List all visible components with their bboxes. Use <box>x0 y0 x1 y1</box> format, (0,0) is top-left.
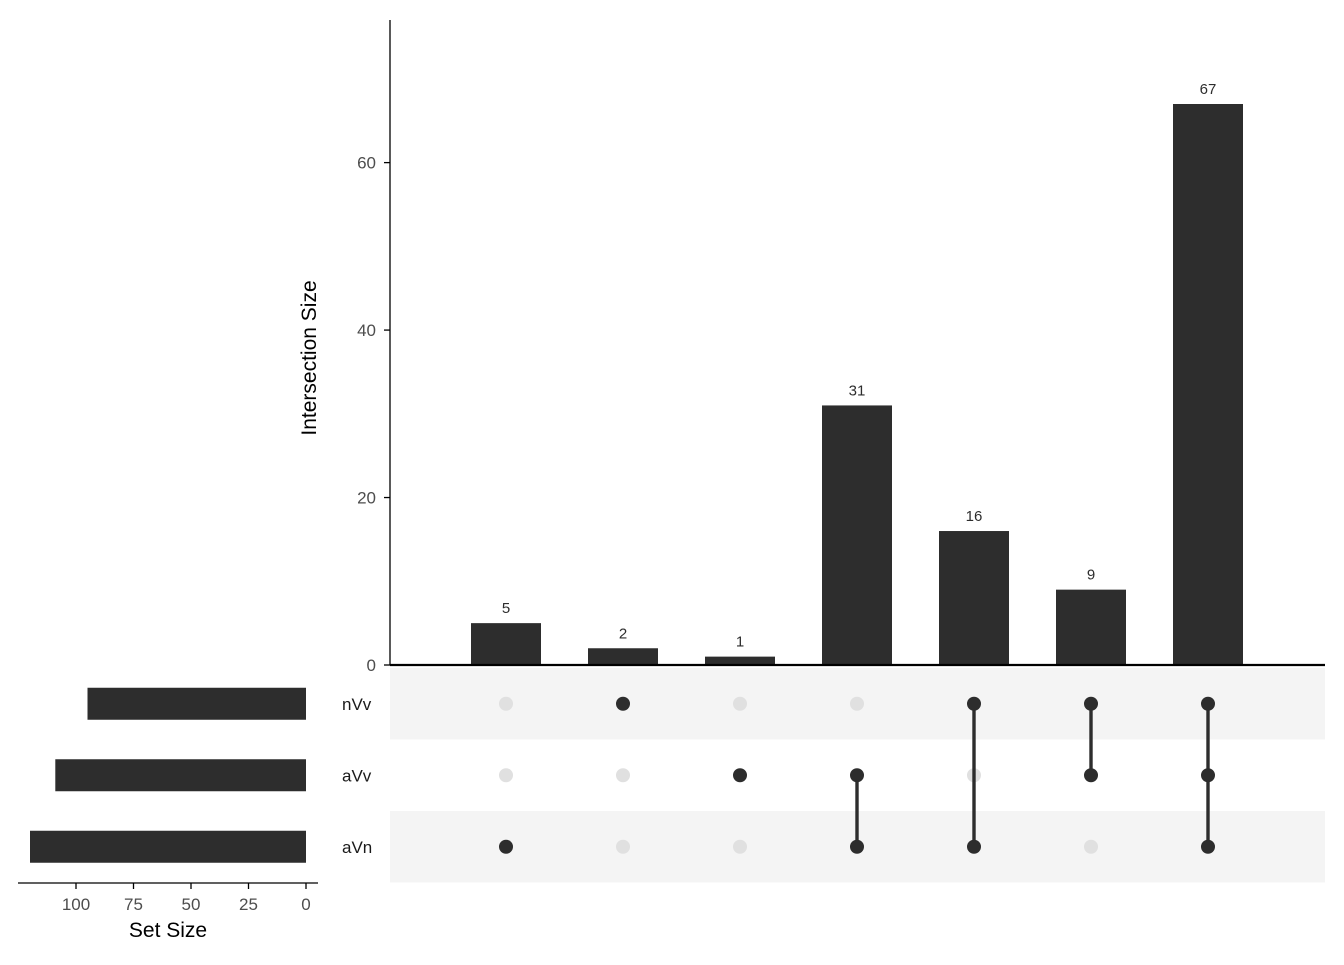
intersection-bar-label: 2 <box>619 625 627 642</box>
intersection-bar <box>705 656 775 665</box>
intersection-axis-tick-label: 60 <box>357 154 376 173</box>
set-size-axis: Set Size 100 75 50 25 0 <box>18 882 318 942</box>
set-name-label: nVv <box>342 695 372 714</box>
matrix-dot-empty <box>1084 839 1098 854</box>
set-size-bars <box>30 687 306 863</box>
matrix-dot-empty <box>616 768 630 783</box>
intersection-axis-tick-label: 40 <box>357 321 376 340</box>
intersection-size-axis-label: Intersection Size <box>298 280 321 435</box>
intersection-bar <box>822 405 892 665</box>
intersection-bar-label: 16 <box>966 508 983 525</box>
matrix-dot-empty <box>733 696 747 711</box>
matrix-dot-filled <box>1201 696 1215 711</box>
matrix-dot-filled <box>967 839 981 854</box>
intersection-bar-label: 9 <box>1087 567 1095 584</box>
matrix-dot-empty <box>850 696 864 711</box>
matrix-dot-filled <box>499 839 513 854</box>
intersection-bar <box>1173 104 1243 665</box>
set-size-axis-tick-label: 0 <box>301 895 310 914</box>
matrix-dot-empty <box>499 768 513 783</box>
set-size-axis-tick-label: 50 <box>182 895 201 914</box>
intersection-bar <box>588 648 658 665</box>
matrix-dot-filled <box>1201 839 1215 854</box>
matrix-dot-empty <box>733 839 747 854</box>
set-name-label: aVn <box>342 838 372 857</box>
set-size-bar <box>87 687 306 720</box>
set-size-axis-label: Set Size <box>129 919 207 942</box>
matrix-dot-filled <box>1084 696 1098 711</box>
matrix-dot-filled <box>850 839 864 854</box>
matrix-dot-filled <box>1084 768 1098 783</box>
matrix-dot-empty <box>616 839 630 854</box>
matrix-dot-filled <box>1201 768 1215 783</box>
matrix-dot-filled <box>967 696 981 711</box>
matrix-dot-filled <box>850 768 864 783</box>
matrix-dot-empty <box>499 696 513 711</box>
intersection-bar-label: 5 <box>502 600 510 617</box>
set-size-axis-tick-label: 75 <box>124 895 143 914</box>
set-name-labels: nVv aVv aVn <box>342 695 372 857</box>
intersection-bars: 5 2 1 31 16 9 67 <box>390 81 1325 667</box>
intersection-axis-tick-label: 20 <box>357 489 376 508</box>
intersection-bar-label: 31 <box>849 382 866 399</box>
set-name-label: aVv <box>342 766 372 785</box>
set-size-bar <box>30 830 306 863</box>
intersection-bar-label: 67 <box>1200 81 1217 98</box>
set-size-axis-tick-label: 25 <box>239 895 258 914</box>
intersection-bar <box>939 531 1009 665</box>
set-size-bar <box>55 759 306 792</box>
matrix-dot-filled <box>733 768 747 783</box>
matrix-dot-filled <box>616 696 630 711</box>
intersection-matrix <box>499 696 1215 854</box>
intersection-axis-tick-label: 0 <box>367 656 376 675</box>
set-size-axis-tick-label: 100 <box>62 895 90 914</box>
intersection-size-axis: Intersection Size 0 20 40 60 <box>298 20 391 675</box>
intersection-bar <box>471 623 541 665</box>
intersection-bar <box>1056 589 1126 665</box>
intersection-bar-label: 1 <box>736 634 744 651</box>
